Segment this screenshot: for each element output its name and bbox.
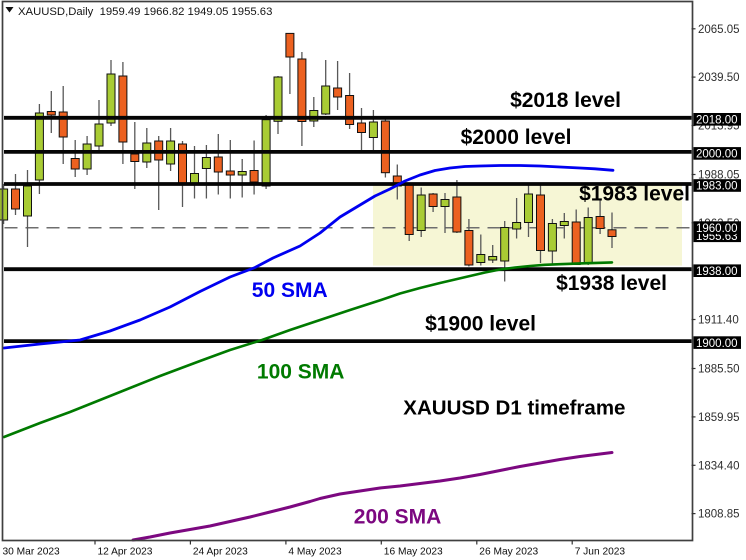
- svg-text:$2018 level: $2018 level: [510, 89, 621, 112]
- svg-text:1900.00: 1900.00: [696, 338, 738, 350]
- svg-text:50 SMA: 50 SMA: [252, 279, 328, 302]
- svg-text:12 Apr 2023: 12 Apr 2023: [98, 547, 153, 558]
- svg-text:2000.00: 2000.00: [696, 149, 738, 161]
- svg-text:1808.85: 1808.85: [698, 509, 740, 521]
- svg-text:1859.95: 1859.95: [698, 412, 740, 424]
- svg-text:XAUUSD,Daily 1959.49 1966.82: XAUUSD,Daily 1959.49 1966.82 1949.05 195…: [18, 6, 272, 18]
- svg-text:$1938 level: $1938 level: [556, 272, 667, 295]
- svg-text:1885.50: 1885.50: [698, 364, 740, 376]
- svg-text:$1983 level: $1983 level: [579, 182, 690, 205]
- svg-text:16 May 2023: 16 May 2023: [384, 547, 443, 558]
- svg-text:1955.63: 1955.63: [696, 231, 738, 243]
- svg-text:1983.00: 1983.00: [696, 181, 738, 193]
- svg-text:1834.40: 1834.40: [698, 460, 740, 472]
- svg-text:4 May 2023: 4 May 2023: [288, 547, 342, 558]
- svg-text:1988.05: 1988.05: [698, 169, 740, 181]
- svg-text:1960.00: 1960.00: [696, 223, 738, 235]
- svg-text:$2000 level: $2000 level: [461, 126, 572, 149]
- svg-text:2018.00: 2018.00: [696, 114, 738, 126]
- svg-text:1938.00: 1938.00: [696, 266, 738, 278]
- svg-text:2039.50: 2039.50: [698, 72, 740, 84]
- svg-text:XAUUSD D1 timeframe: XAUUSD D1 timeframe: [403, 397, 625, 420]
- svg-text:$1900 level: $1900 level: [425, 313, 536, 336]
- svg-text:100 SMA: 100 SMA: [257, 361, 345, 384]
- svg-text:200 SMA: 200 SMA: [354, 506, 442, 529]
- svg-text:7 Jun 2023: 7 Jun 2023: [575, 547, 626, 558]
- svg-text:30 Mar 2023: 30 Mar 2023: [3, 547, 61, 558]
- svg-text:24 Apr 2023: 24 Apr 2023: [193, 547, 248, 558]
- svg-text:26 May 2023: 26 May 2023: [479, 547, 538, 558]
- svg-text:1911.40: 1911.40: [698, 315, 739, 327]
- svg-text:2065.05: 2065.05: [698, 24, 740, 36]
